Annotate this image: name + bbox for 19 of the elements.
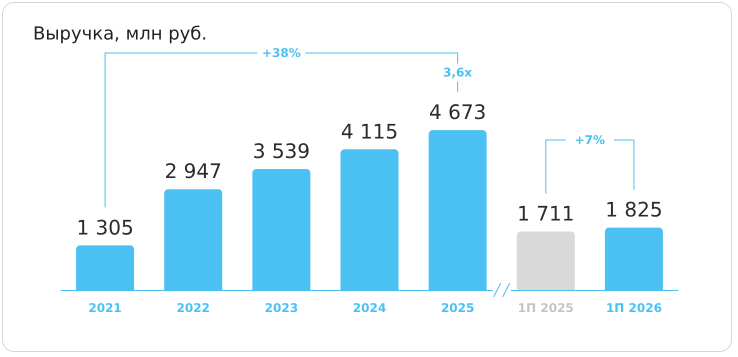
x-tick-label: 2022 (176, 301, 210, 315)
data-label: 2 947 (164, 159, 222, 184)
data-label: 4 673 (429, 100, 486, 124)
text: +38% (262, 46, 301, 60)
data-label: 1 305 (76, 215, 134, 240)
data-label: 4 115 (340, 119, 398, 144)
data-label: 1 711 (517, 201, 574, 226)
x-tick-label: 1П 2026 (606, 301, 662, 315)
x-tick-label: 2025 (440, 301, 474, 315)
x-tick-label: 2023 (264, 301, 298, 315)
annotation: +7% (574, 133, 606, 147)
x-tick-label: 2024 (352, 301, 386, 315)
text: 3,6x (443, 66, 472, 80)
chart-title: Выручка, млн руб. (33, 24, 208, 44)
data-label: 1 825 (605, 198, 663, 222)
data-label: 3 539 (252, 138, 310, 163)
bar (516, 231, 575, 290)
x-tick-label: 2021 (88, 301, 122, 315)
x-tick-label: 1П 2025 (518, 301, 574, 315)
